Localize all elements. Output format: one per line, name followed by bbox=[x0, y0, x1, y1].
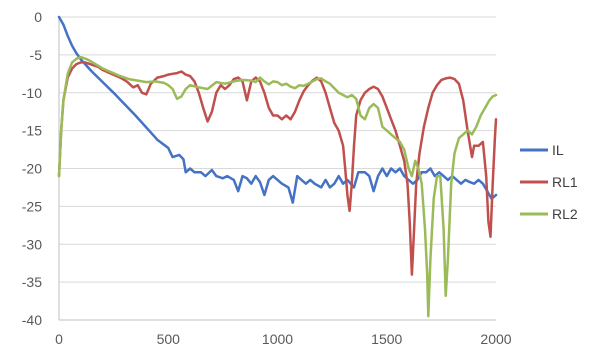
y-tick-label: -30 bbox=[22, 236, 42, 252]
x-tick-label: 1000 bbox=[262, 331, 293, 347]
grid bbox=[58, 16, 496, 321]
legend-label-il: IL bbox=[552, 142, 564, 158]
series-lines bbox=[57, 15, 498, 318]
y-tick-label: -35 bbox=[22, 274, 42, 290]
legend: IL RL1 RL2 bbox=[520, 142, 578, 222]
y-tick-label: 0 bbox=[34, 9, 42, 25]
series-line-rl1 bbox=[57, 61, 498, 276]
legend-label-rl2: RL2 bbox=[552, 206, 578, 222]
x-tick-label: 1500 bbox=[371, 331, 402, 347]
series-line-il bbox=[57, 15, 498, 204]
y-tick-label: -25 bbox=[22, 198, 42, 214]
x-tick-label: 0 bbox=[55, 331, 63, 347]
y-tick-label: -40 bbox=[22, 312, 42, 328]
x-tick-label: 2000 bbox=[480, 331, 511, 347]
legend-label-rl1: RL1 bbox=[552, 174, 578, 190]
x-axis-tick-labels: 0 500 1000 1500 2000 bbox=[55, 331, 512, 347]
y-tick-label: -5 bbox=[30, 47, 43, 63]
y-axis-tick-labels: 0 -5 -10 -15 -20 -25 -30 -35 -40 bbox=[22, 9, 42, 328]
y-tick-label: -20 bbox=[22, 161, 42, 177]
y-tick-label: -15 bbox=[22, 123, 42, 139]
series-line-rl2 bbox=[57, 55, 498, 318]
x-tick-label: 500 bbox=[157, 331, 181, 347]
y-tick-label: -10 bbox=[22, 85, 42, 101]
